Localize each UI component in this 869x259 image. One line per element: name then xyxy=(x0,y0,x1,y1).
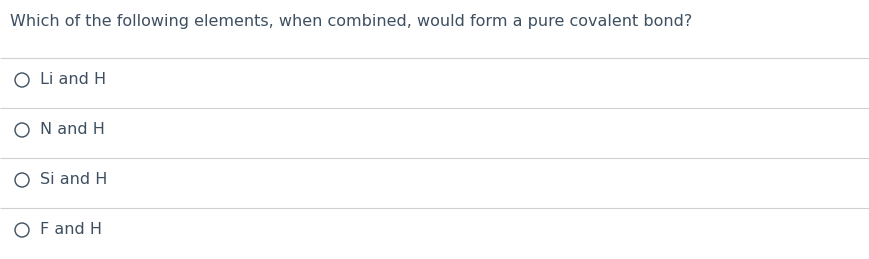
Text: Li and H: Li and H xyxy=(40,73,106,88)
Text: N and H: N and H xyxy=(40,123,105,138)
Text: Which of the following elements, when combined, would form a pure covalent bond?: Which of the following elements, when co… xyxy=(10,14,693,29)
Text: Si and H: Si and H xyxy=(40,172,108,188)
Text: F and H: F and H xyxy=(40,222,102,238)
